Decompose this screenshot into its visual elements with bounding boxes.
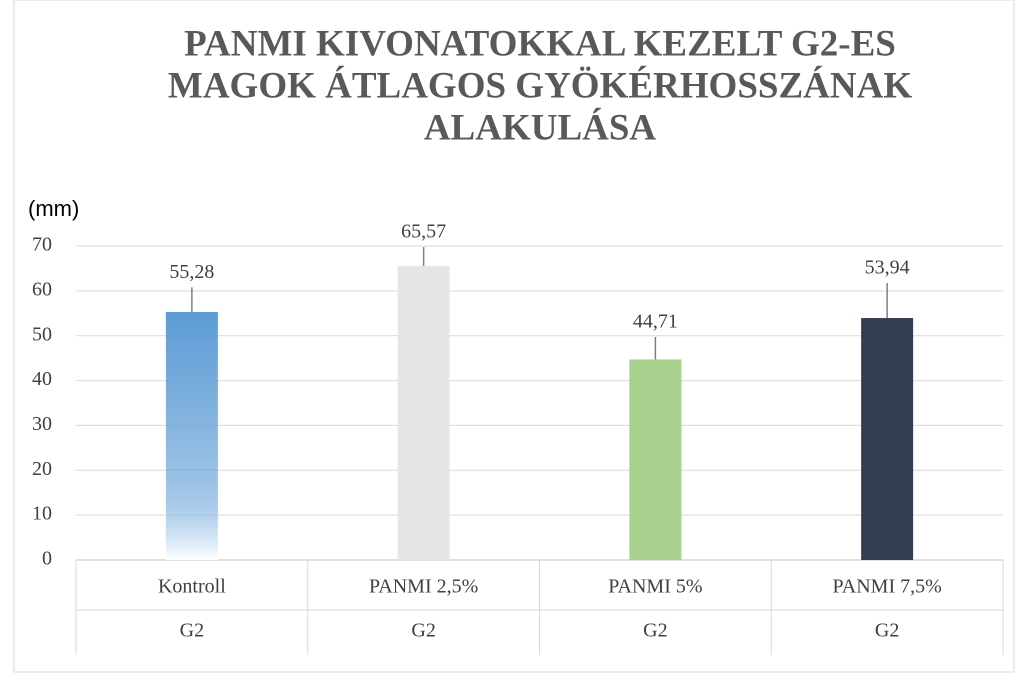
x-tick-label: Kontroll bbox=[158, 576, 226, 598]
data-label: 53,94 bbox=[865, 257, 910, 279]
group-label: G2 bbox=[180, 620, 204, 642]
data-label: 55,28 bbox=[169, 261, 214, 283]
y-axis-label: (mm) bbox=[28, 196, 79, 221]
group-label: G2 bbox=[875, 620, 899, 642]
y-tick-label: 10 bbox=[32, 503, 52, 525]
bar bbox=[861, 318, 914, 560]
group-label: G2 bbox=[643, 620, 667, 642]
chart-title: PANMI KIVONATOKKAL KEZELT G2-ES bbox=[184, 23, 896, 64]
x-tick-label: PANMI 7,5% bbox=[832, 576, 941, 598]
bar bbox=[397, 265, 450, 560]
y-tick-label: 40 bbox=[32, 368, 52, 390]
y-tick-label: 50 bbox=[32, 323, 52, 345]
chart-border bbox=[13, 0, 1015, 673]
data-label: 44,71 bbox=[633, 311, 678, 333]
y-tick-label: 70 bbox=[32, 234, 52, 256]
x-tick-label: PANMI 2,5% bbox=[369, 576, 478, 598]
x-tick-label: PANMI 5% bbox=[608, 576, 702, 598]
y-tick-label: 20 bbox=[32, 458, 52, 480]
group-label: G2 bbox=[411, 620, 435, 642]
y-tick-label: 30 bbox=[32, 413, 52, 435]
data-label: 65,57 bbox=[401, 221, 446, 243]
y-tick-label: 60 bbox=[32, 278, 52, 300]
chart-title: ALAKULÁSA bbox=[424, 106, 657, 148]
y-tick-label: 0 bbox=[42, 548, 52, 570]
bar bbox=[165, 312, 218, 560]
bar bbox=[629, 359, 682, 560]
chart-title: MAGOK ÁTLAGOS GYÖKÉRHOSSZÁNAK bbox=[168, 64, 912, 106]
